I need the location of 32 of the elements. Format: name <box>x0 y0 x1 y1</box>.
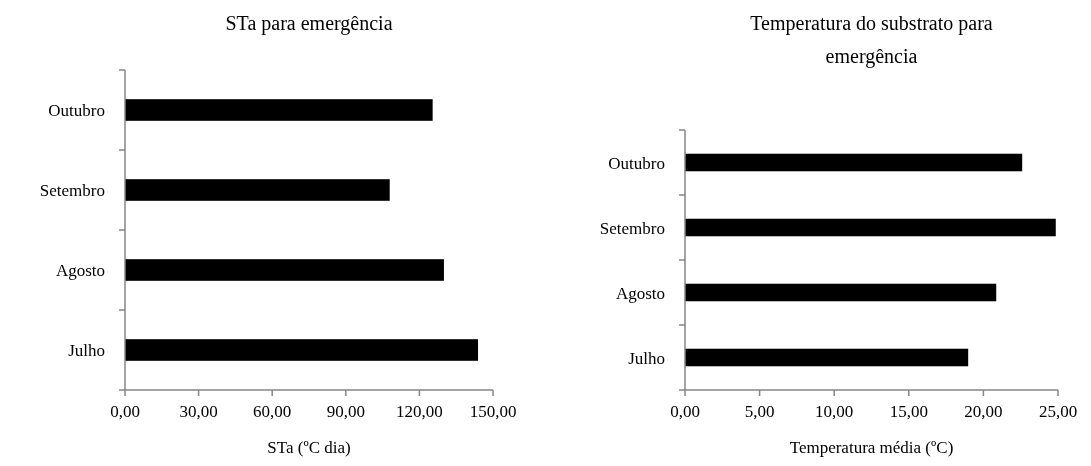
x-tick-label: 150,00 <box>469 402 517 421</box>
bar <box>685 153 1023 172</box>
x-tick-label: 20,00 <box>964 402 1003 421</box>
x-axis-title: Temperatura média (ºC) <box>789 438 954 457</box>
chart-title: STa para emergência <box>225 12 393 35</box>
x-axis-title: STa (ºC dia) <box>267 438 351 457</box>
y-tick-label: Outubro <box>48 101 105 120</box>
bar <box>125 339 479 361</box>
x-tick-label: 60,00 <box>253 402 292 421</box>
y-tick-label: Agosto <box>615 283 665 303</box>
bar <box>685 218 1056 237</box>
x-tick-label: 0,00 <box>670 402 700 421</box>
y-tick-label: Outubro <box>608 153 665 173</box>
x-tick-label: 90,00 <box>326 402 365 421</box>
chart-title: Temperatura do substrato para emergência <box>750 12 993 68</box>
x-tick-label: 0,00 <box>110 402 140 421</box>
bar <box>685 348 969 367</box>
x-tick-label: 15,00 <box>889 402 928 421</box>
x-tick-label: 5,00 <box>744 402 775 421</box>
x-tick-label: 30,00 <box>179 402 218 421</box>
y-tick-label: Setembro <box>599 218 665 238</box>
y-tick-label: Agosto <box>55 261 105 280</box>
bar <box>125 99 433 121</box>
y-tick-label: Julho <box>68 341 105 360</box>
bar <box>685 283 997 302</box>
x-tick-label: 10,00 <box>815 402 854 421</box>
bar <box>125 179 390 201</box>
x-tick-label: 120,00 <box>396 402 443 421</box>
x-tick-label: 25,00 <box>1038 402 1078 421</box>
bar <box>125 259 444 281</box>
y-tick-label: Setembro <box>39 181 105 200</box>
y-tick-label: Julho <box>628 348 665 368</box>
